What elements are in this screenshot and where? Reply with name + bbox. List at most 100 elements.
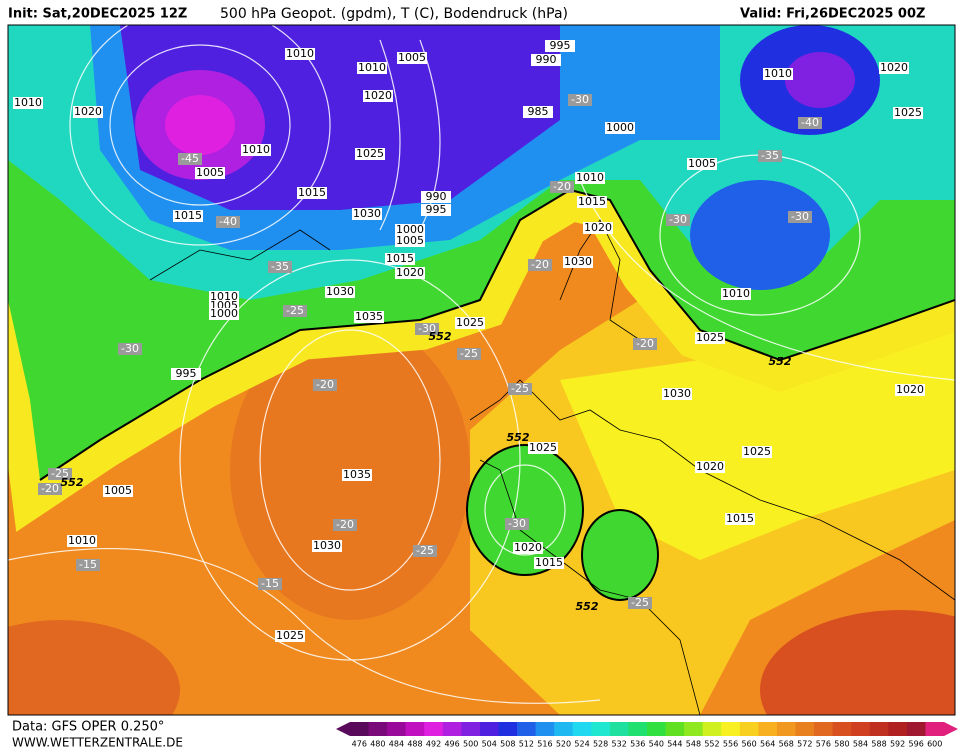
isobar-label-box — [742, 446, 772, 458]
legend-swatch — [684, 722, 704, 736]
temperature-label: -30 — [669, 213, 687, 226]
isobar-label-box — [695, 461, 725, 473]
map-background — [8, 25, 955, 715]
isobar-label-box — [534, 557, 564, 569]
isobar-label: 1025 — [696, 331, 724, 344]
isobar-label-box — [662, 388, 692, 400]
temperature-label: -40 — [219, 215, 237, 228]
legend-swatch — [814, 722, 834, 736]
legend-swatch — [479, 722, 499, 736]
isobar-label: 1015 — [535, 556, 563, 569]
isobar-label: 1025 — [529, 441, 557, 454]
legend-tick-label: 480 — [370, 740, 385, 749]
isobar-label-box — [355, 148, 385, 160]
temperature-label-box — [666, 214, 690, 226]
isobar-label-box — [325, 286, 355, 298]
temperature-label-box — [505, 518, 529, 530]
temperature-label: -20 — [636, 337, 654, 350]
legend-arrow-left — [336, 722, 350, 736]
isobar-label-box — [577, 196, 607, 208]
isobar-label: 990 — [426, 190, 447, 203]
temperature-label-box — [216, 216, 240, 228]
temperature-label: -30 — [791, 210, 809, 223]
isobar-label: 1030 — [564, 255, 592, 268]
site-name: WWW.WETTERZENTRALE.DE — [12, 736, 183, 750]
isobar-label: 1010 — [210, 290, 238, 303]
isobar-label: 1010 — [764, 67, 792, 80]
legend-tick-label: 568 — [779, 740, 794, 749]
temperature-label: -20 — [531, 258, 549, 271]
isobar-label: 1015 — [578, 195, 606, 208]
isobar-label: 1010 — [14, 96, 42, 109]
temperature-label-box — [798, 117, 822, 129]
legend-swatch — [591, 722, 611, 736]
legend-tick-label: 572 — [797, 740, 812, 749]
temperature-label-box — [628, 597, 652, 609]
legend-swatch — [498, 722, 518, 736]
isobar-label: 1010 — [242, 143, 270, 156]
temperature-label: -25 — [51, 467, 69, 480]
isobar-label-box — [275, 630, 305, 642]
isobar-label-box — [395, 235, 425, 247]
isobar-label-box — [73, 106, 103, 118]
isobar-label-box — [357, 62, 387, 74]
isobar-label-box — [103, 485, 133, 497]
isobar-label: 1025 — [894, 106, 922, 119]
legend-swatch — [869, 722, 889, 736]
isobar-label: 1020 — [396, 266, 424, 279]
isobar-label-box — [395, 224, 425, 236]
legend-swatch — [350, 722, 370, 736]
temperature-label-box — [758, 150, 782, 162]
isobar-label: 990 — [536, 53, 557, 66]
map-frame — [7, 24, 956, 716]
temperature-label-box — [258, 578, 282, 590]
temperature-label-box — [633, 338, 657, 350]
data-source: Data: GFS OPER 0.250° — [12, 720, 164, 735]
temperature-label-box — [38, 483, 62, 495]
isobar-label: 995 — [176, 367, 197, 380]
legend-tick-label: 588 — [871, 740, 886, 749]
isobar-label-box — [67, 535, 97, 547]
isobar-label-box — [397, 52, 427, 64]
legend-swatch — [832, 722, 852, 736]
isobar-label-box — [421, 191, 451, 203]
temperature-label-box — [178, 153, 202, 165]
isobar-label-box — [687, 158, 717, 170]
isobar-label: 1020 — [584, 221, 612, 234]
isobar-label: 1005 — [688, 157, 716, 170]
legend-swatch — [387, 722, 407, 736]
init-time: Init: Sat,20DEC2025 12Z — [8, 7, 187, 22]
isobar-label-box — [893, 107, 923, 119]
legend-swatch — [554, 722, 574, 736]
legend-tick-label: 484 — [389, 740, 404, 749]
contour-label: 552 — [429, 330, 452, 343]
temperature-label: -30 — [121, 342, 139, 355]
isobar-label: 1005 — [104, 484, 132, 497]
isobar-label: 1005 — [396, 234, 424, 247]
isobar-label: 1035 — [343, 468, 371, 481]
isobar-label: 1030 — [313, 539, 341, 552]
temperature-label-box — [333, 519, 357, 531]
map-title: 500 hPa Geopot. (gpdm), T (C), Bodendruc… — [220, 6, 568, 22]
temperature-label-box — [457, 348, 481, 360]
legend-swatch — [739, 722, 759, 736]
temperature-label: -30 — [508, 517, 526, 530]
isobar-label-box — [605, 122, 635, 134]
legend-tick-label: 592 — [890, 740, 905, 749]
isobar-label: 1010 — [722, 287, 750, 300]
temperature-label: -25 — [511, 382, 529, 395]
temperature-label: -20 — [336, 518, 354, 531]
contour-label: 552 — [769, 355, 792, 368]
legend-tick-label: 580 — [834, 740, 849, 749]
isobar-label-box — [575, 172, 605, 184]
isobar-label-box — [385, 253, 415, 265]
legend-tick-label: 600 — [927, 740, 942, 749]
legend-tick-label: 516 — [537, 740, 552, 749]
isobar-label: 1015 — [726, 512, 754, 525]
legend-tick-label: 532 — [612, 740, 627, 749]
temperature-label-box — [76, 559, 100, 571]
legend-swatch — [888, 722, 908, 736]
isobar-label-box — [879, 62, 909, 74]
temperature-label-box — [568, 94, 592, 106]
